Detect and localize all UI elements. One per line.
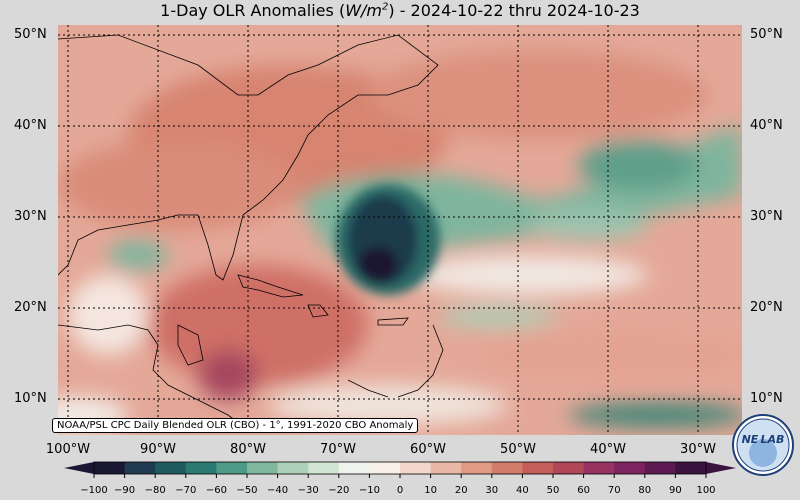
colorbar-cell bbox=[369, 462, 401, 474]
colorbar-cell bbox=[155, 462, 187, 474]
colorbar-tick-label: −100 bbox=[80, 485, 107, 496]
lat-label-left: 40°N bbox=[14, 118, 47, 133]
colorbar-cell bbox=[583, 462, 615, 474]
colorbar-cell bbox=[277, 462, 309, 474]
colorbar-tick-label: −30 bbox=[298, 485, 319, 496]
colorbar-tick-label: 50 bbox=[547, 485, 560, 496]
colorbar-cell bbox=[675, 462, 707, 474]
lon-label: 30°W bbox=[680, 442, 716, 457]
colorbar-cell bbox=[430, 462, 462, 474]
title-unit: W/m bbox=[345, 1, 382, 20]
colorbar-cell bbox=[644, 462, 676, 474]
lat-label-right: 10°N bbox=[750, 391, 783, 406]
title-unit-exponent: 2 bbox=[381, 1, 389, 13]
lat-label-left: 50°N bbox=[14, 27, 47, 42]
colorbar-tick-label: 40 bbox=[516, 485, 529, 496]
lat-label-right: 30°N bbox=[750, 209, 783, 224]
colorbar-cell bbox=[491, 462, 523, 474]
colorbar-min-arrow bbox=[64, 462, 94, 474]
colorbar-tick-label: −10 bbox=[359, 485, 380, 496]
lon-label: 60°W bbox=[410, 442, 446, 457]
colorbar-cell bbox=[614, 462, 646, 474]
colorbar-cell bbox=[185, 462, 217, 474]
lon-label: 90°W bbox=[140, 442, 176, 457]
data-credit: NOAA/PSL CPC Daily Blended OLR (CBO) - 1… bbox=[52, 418, 419, 433]
colorbar-cell bbox=[124, 462, 156, 474]
lon-label: 70°W bbox=[320, 442, 356, 457]
lon-label: 100°W bbox=[45, 442, 91, 457]
colorbar-cell bbox=[338, 462, 370, 474]
colorbar-tick-label: 100 bbox=[696, 485, 715, 496]
colorbar-tick-label: 30 bbox=[485, 485, 498, 496]
colorbar-tick-label: −70 bbox=[175, 485, 196, 496]
colorbar-tick-label: 0 bbox=[397, 485, 403, 496]
colorbar-tick-label: 20 bbox=[455, 485, 468, 496]
colorbar-max-arrow bbox=[706, 462, 736, 474]
colorbar-cell bbox=[94, 462, 126, 474]
colorbar-tick-label: −20 bbox=[328, 485, 349, 496]
colorbar-tick-label: −50 bbox=[236, 485, 257, 496]
colorbar-tick-label: 70 bbox=[608, 485, 621, 496]
lat-label-right: 20°N bbox=[750, 300, 783, 315]
lat-label-right: 50°N bbox=[750, 27, 783, 42]
coastlines bbox=[58, 34, 444, 431]
colorbar: −100 −90 −80 −70 −60 −50 −40 −30 −20 −10 0 10 20 30 40… bbox=[64, 461, 736, 496]
lon-label: 80°W bbox=[230, 442, 266, 457]
neslab-logo: NE LAB bbox=[732, 414, 794, 476]
lat-label-left: 10°N bbox=[14, 391, 47, 406]
page-title: 1-Day OLR Anomalies (W/m2) - 2024-10-22 … bbox=[0, 1, 800, 20]
colorbar-tick-label: −80 bbox=[145, 485, 166, 496]
colorbar-cell bbox=[553, 462, 585, 474]
colorbar-cell bbox=[400, 462, 432, 474]
lat-label-right: 40°N bbox=[750, 118, 783, 133]
colorbar-cell bbox=[308, 462, 340, 474]
colorbar-tick-label: 90 bbox=[669, 485, 682, 496]
colorbar-cell bbox=[461, 462, 493, 474]
title-prefix: 1-Day OLR Anomalies ( bbox=[160, 1, 346, 20]
colorbar-cell bbox=[247, 462, 279, 474]
colorbar-tick-label: −40 bbox=[267, 485, 288, 496]
colorbar-cell bbox=[216, 462, 248, 474]
olr-anomaly-map bbox=[58, 25, 742, 435]
lat-label-left: 30°N bbox=[14, 209, 47, 224]
colorbar-tick-label: −60 bbox=[206, 485, 227, 496]
title-suffix: ) - 2024-10-22 thru 2024-10-23 bbox=[388, 1, 640, 20]
colorbar-cell bbox=[522, 462, 554, 474]
graticule bbox=[58, 25, 742, 435]
lon-label: 40°W bbox=[590, 442, 626, 457]
colorbar-tick-label: 60 bbox=[577, 485, 590, 496]
logo-text: NE LAB bbox=[742, 433, 785, 446]
map-canvas bbox=[58, 25, 742, 435]
colorbar-tick-label: 80 bbox=[638, 485, 651, 496]
colorbar-tick-label: −90 bbox=[114, 485, 135, 496]
colorbar-tick-label: 10 bbox=[424, 485, 437, 496]
lon-label: 50°W bbox=[500, 442, 536, 457]
lat-label-left: 20°N bbox=[14, 300, 47, 315]
